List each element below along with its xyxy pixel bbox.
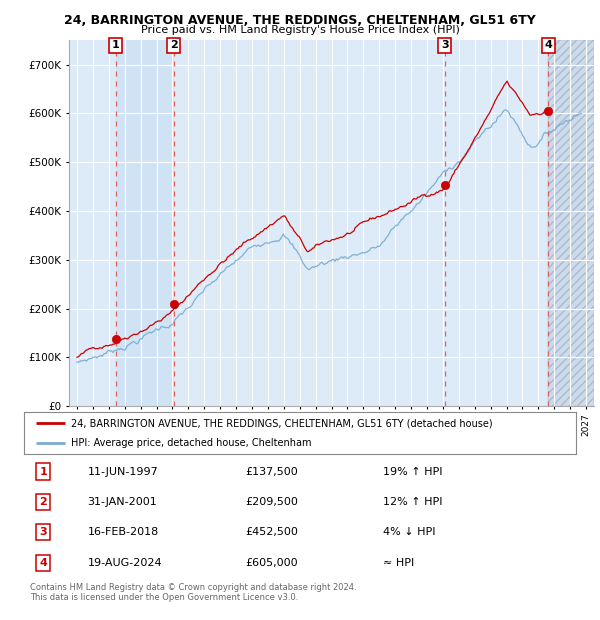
Text: 3: 3 <box>441 40 449 50</box>
Text: 19% ↑ HPI: 19% ↑ HPI <box>383 466 442 477</box>
Text: Price paid vs. HM Land Registry's House Price Index (HPI): Price paid vs. HM Land Registry's House … <box>140 25 460 35</box>
Bar <box>116 40 173 406</box>
Text: £605,000: £605,000 <box>245 557 298 568</box>
Bar <box>548 40 594 406</box>
Text: 2: 2 <box>40 497 47 507</box>
Bar <box>548 40 594 406</box>
Text: 12% ↑ HPI: 12% ↑ HPI <box>383 497 442 507</box>
Text: 1: 1 <box>40 466 47 477</box>
Text: 11-JUN-1997: 11-JUN-1997 <box>88 466 158 477</box>
Text: 3: 3 <box>40 527 47 538</box>
Text: 4: 4 <box>544 40 552 50</box>
Text: This data is licensed under the Open Government Licence v3.0.: This data is licensed under the Open Gov… <box>30 593 298 602</box>
Text: 24, BARRINGTON AVENUE, THE REDDINGS, CHELTENHAM, GL51 6TY: 24, BARRINGTON AVENUE, THE REDDINGS, CHE… <box>64 14 536 27</box>
Text: £137,500: £137,500 <box>245 466 298 477</box>
Text: 4% ↓ HPI: 4% ↓ HPI <box>383 527 436 538</box>
Text: 19-AUG-2024: 19-AUG-2024 <box>88 557 162 568</box>
Text: £209,500: £209,500 <box>245 497 298 507</box>
Text: 2: 2 <box>170 40 178 50</box>
Text: 1: 1 <box>112 40 119 50</box>
Text: 16-FEB-2018: 16-FEB-2018 <box>88 527 159 538</box>
Text: Contains HM Land Registry data © Crown copyright and database right 2024.: Contains HM Land Registry data © Crown c… <box>30 583 356 592</box>
Text: 4: 4 <box>40 557 47 568</box>
Text: 31-JAN-2001: 31-JAN-2001 <box>88 497 157 507</box>
Text: HPI: Average price, detached house, Cheltenham: HPI: Average price, detached house, Chel… <box>71 438 311 448</box>
Text: 24, BARRINGTON AVENUE, THE REDDINGS, CHELTENHAM, GL51 6TY (detached house): 24, BARRINGTON AVENUE, THE REDDINGS, CHE… <box>71 418 493 428</box>
Text: ≈ HPI: ≈ HPI <box>383 557 414 568</box>
Text: £452,500: £452,500 <box>245 527 298 538</box>
